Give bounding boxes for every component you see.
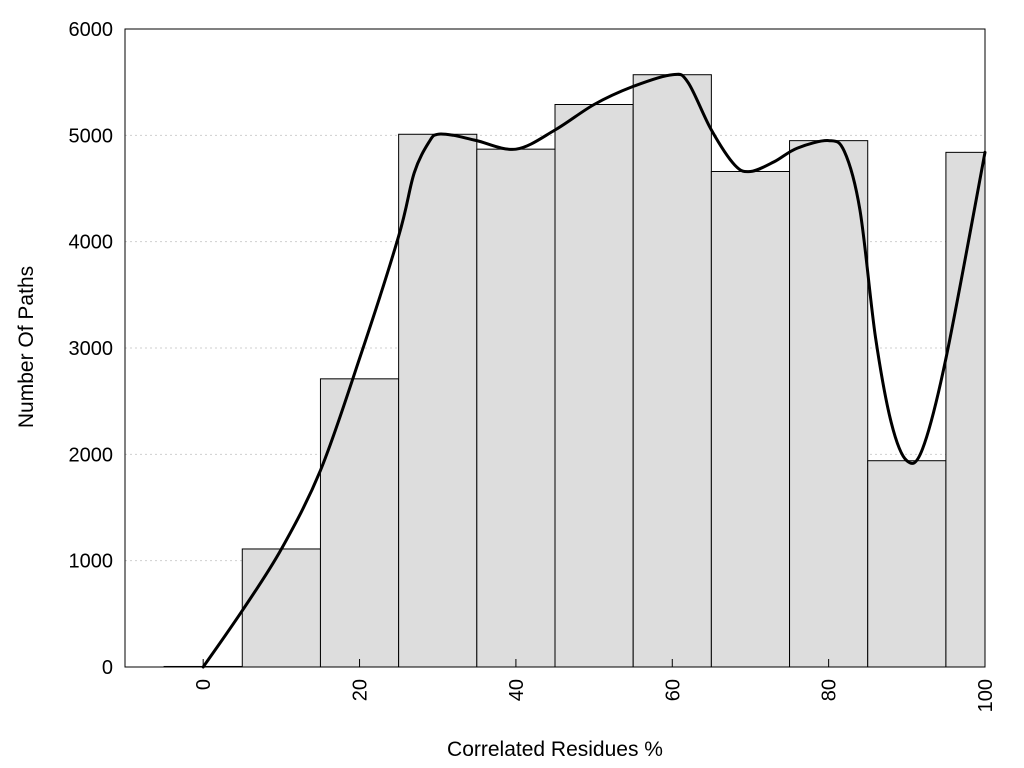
y-tick-label: 5000 xyxy=(69,125,114,147)
histogram-bar xyxy=(554,103,634,668)
x-axis-label: Correlated Residues % xyxy=(447,738,663,761)
histogram-bar xyxy=(241,548,321,668)
x-tick-label: 60 xyxy=(662,679,684,701)
y-axis-ticks: 0 1000 2000 3000 4000 5000 6000 xyxy=(69,19,114,679)
y-tick-label: 0 xyxy=(102,657,113,679)
histogram-bar xyxy=(789,140,869,668)
x-tick-label: 0 xyxy=(193,679,215,690)
histogram-bar xyxy=(632,74,712,668)
histogram-bar xyxy=(710,170,791,668)
histogram-bar xyxy=(476,148,556,668)
y-tick-label: 1000 xyxy=(69,551,114,573)
y-tick-label: 6000 xyxy=(69,19,114,41)
y-tick-label: 3000 xyxy=(69,338,114,360)
x-tick-label: 20 xyxy=(350,679,372,701)
x-tick-label: 100 xyxy=(975,679,997,712)
y-tick-label: 2000 xyxy=(69,444,114,466)
histogram-bars xyxy=(163,74,986,668)
histogram-bar xyxy=(319,378,400,668)
x-axis-ticks: 0 20 40 60 80 100 xyxy=(193,659,997,712)
histogram-bar xyxy=(945,151,986,668)
plot-frame xyxy=(124,28,986,668)
y-axis-label: Number Of Paths xyxy=(15,266,38,428)
smoothed-trend-line xyxy=(201,72,987,669)
y-tick-label: 4000 xyxy=(69,232,114,254)
x-tick-label: 80 xyxy=(819,679,841,701)
histogram-bar xyxy=(398,133,478,668)
histogram-bar xyxy=(867,460,947,668)
x-tick-label: 40 xyxy=(506,679,528,701)
